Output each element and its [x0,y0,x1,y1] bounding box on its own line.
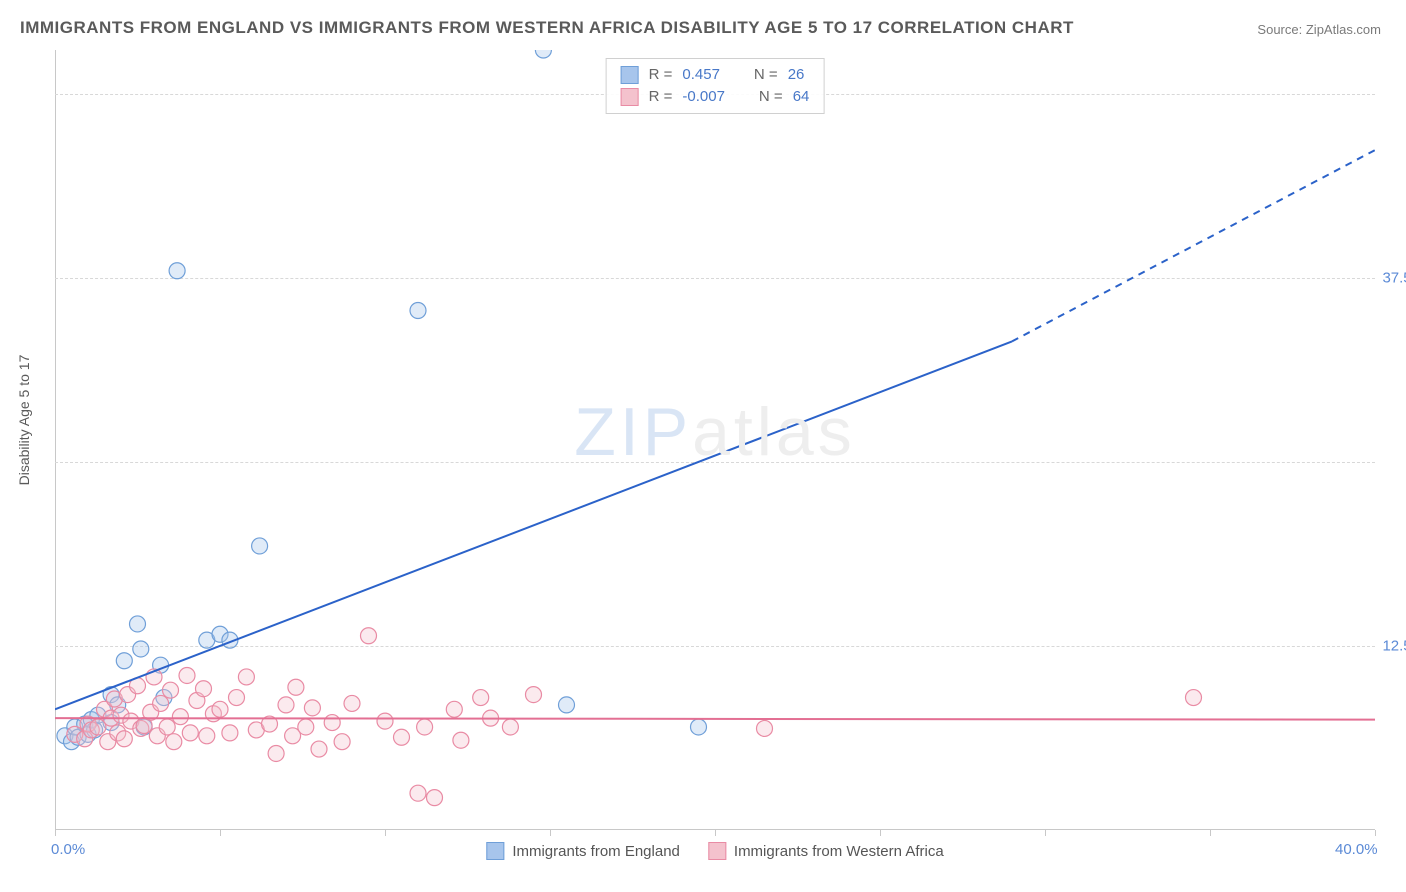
source-label: Source: [1257,22,1302,37]
data-point [169,263,185,279]
data-point [222,725,238,741]
n-value-england: 26 [788,64,805,86]
data-point [166,734,182,750]
data-point [172,709,188,725]
data-point [304,700,320,716]
r-label: R = [649,86,673,108]
x-tick-label: 40.0% [1335,841,1378,858]
regression-line [55,718,1375,719]
x-tick [1210,830,1211,836]
n-value-wafrica: 64 [793,86,810,108]
data-point [453,732,469,748]
data-point [691,719,707,735]
series-legend: Immigrants from England Immigrants from W… [486,842,943,860]
data-point [159,719,175,735]
legend-label: Immigrants from England [512,843,680,860]
y-tick-label: 37.5% [1382,270,1406,287]
data-point [116,731,132,747]
scatter-plot [55,50,1375,830]
n-label: N = [759,86,783,108]
data-point [163,682,179,698]
regression-line [55,341,1012,709]
legend-row-wafrica: R = -0.007 N = 64 [621,86,810,108]
data-point [394,729,410,745]
legend-swatch [708,842,726,860]
swatch-england [621,66,639,84]
y-axis-label: Disability Age 5 to 17 [16,355,32,486]
x-tick [1375,830,1376,836]
x-tick [220,830,221,836]
y-tick-label: 12.5% [1382,638,1406,655]
data-point [427,790,443,806]
data-point [298,719,314,735]
data-point [130,616,146,632]
data-point [212,701,228,717]
x-tick [1045,830,1046,836]
chart-title: IMMIGRANTS FROM ENGLAND VS IMMIGRANTS FR… [20,18,1074,38]
data-point [344,695,360,711]
data-point [268,745,284,761]
data-point [410,785,426,801]
data-point [324,715,340,731]
x-tick-label: 0.0% [51,841,85,858]
data-point [502,719,518,735]
swatch-wafrica [621,88,639,106]
data-point [229,690,245,706]
chart-area: ZIPatlas 12.5%37.5% 0.0%40.0% R = 0.457 … [55,50,1375,830]
data-point [199,728,215,744]
correlation-legend: R = 0.457 N = 26 R = -0.007 N = 64 [606,58,825,114]
data-point [133,641,149,657]
x-tick [715,830,716,836]
regression-line-extrapolated [1012,150,1375,341]
x-tick [385,830,386,836]
legend-label: Immigrants from Western Africa [734,843,944,860]
data-point [473,690,489,706]
x-tick [880,830,881,836]
data-point [757,720,773,736]
data-point [377,713,393,729]
data-point [334,734,350,750]
data-point [361,628,377,644]
r-label: R = [649,64,673,86]
data-point [526,687,542,703]
legend-item: Immigrants from Western Africa [708,842,944,860]
data-point [410,302,426,318]
data-point [182,725,198,741]
source-attribution: Source: ZipAtlas.com [1257,22,1381,37]
x-tick [55,830,56,836]
data-point [288,679,304,695]
data-point [311,741,327,757]
data-point [559,697,575,713]
x-tick [550,830,551,836]
source-name: ZipAtlas.com [1306,22,1381,37]
data-point [252,538,268,554]
data-point [535,50,551,58]
data-point [179,667,195,683]
legend-swatch [486,842,504,860]
data-point [446,701,462,717]
r-value-wafrica: -0.007 [682,86,725,108]
legend-row-england: R = 0.457 N = 26 [621,64,810,86]
data-point [1186,690,1202,706]
data-point [238,669,254,685]
data-point [417,719,433,735]
data-point [116,653,132,669]
data-point [278,697,294,713]
legend-item: Immigrants from England [486,842,680,860]
data-point [196,681,212,697]
r-value-england: 0.457 [682,64,720,86]
n-label: N = [754,64,778,86]
data-point [153,695,169,711]
